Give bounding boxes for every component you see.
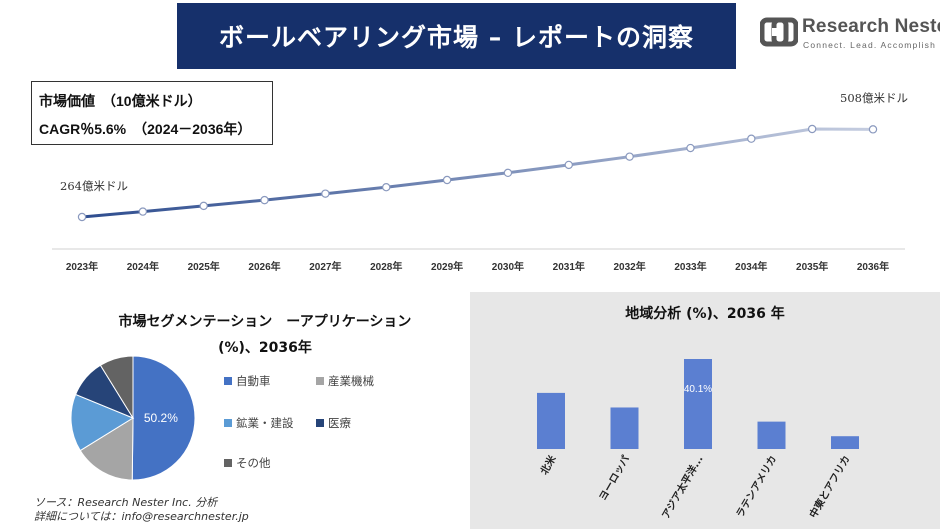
region-bar xyxy=(757,421,786,449)
legend-swatch xyxy=(224,377,232,385)
legend-label: 産業機械 xyxy=(328,374,374,388)
x-tick-label: 2028年 xyxy=(370,260,402,273)
segment-title-line2: (%)、2036年 xyxy=(218,340,312,356)
logo-name: Research Nester xyxy=(802,16,940,37)
line-point xyxy=(77,212,87,222)
report-title-banner: ボールベアリング市場 – レポートの洞察 xyxy=(177,3,736,69)
region-tick-label: ラテンアメリカ xyxy=(734,454,779,520)
line-point xyxy=(382,182,391,192)
x-tick-label: 2032年 xyxy=(613,260,645,273)
line-point xyxy=(138,207,148,216)
legend-label: 鉱業・建設 xyxy=(236,416,294,430)
regional-analysis-panel: 地域分析 (%)、2036 年 北米 ヨーロッパ 40.1% アジア太平洋... ラテン… xyxy=(470,292,940,529)
source-note: ソース：Research Nester Inc. 分析 詳細については：info… xyxy=(34,496,249,524)
segment-title: 市場セグメンテーション ーアプリケーション (%)、2036年 xyxy=(60,309,470,361)
line-point xyxy=(260,195,269,205)
report-title: ボールベアリング市場 – レポートの洞察 xyxy=(219,23,694,52)
legend-label: その他 xyxy=(236,456,271,470)
x-tick-label: 2025年 xyxy=(188,260,220,273)
value-annotation: 508億米ドル xyxy=(840,91,908,105)
x-tick-label: 2031年 xyxy=(553,260,585,273)
line-point xyxy=(747,134,756,143)
legend-swatch xyxy=(224,419,232,427)
region-bar xyxy=(537,392,565,449)
x-tick-label: 2029年 xyxy=(431,260,463,273)
contact-line: 詳細については：info@researchnester.jp xyxy=(34,510,249,523)
market-value-label: 市場価値 （10億米ドル） xyxy=(39,93,202,109)
region-chart-title: 地域分析 (%)、2036 年 xyxy=(625,306,785,322)
region-bar xyxy=(831,436,859,449)
line-point xyxy=(199,201,208,211)
x-tick-label: 2030年 xyxy=(492,260,524,273)
market-value-line-chart: 2023年 2024年 2025年 2026年 2027年 2028年 2029年 2030年… xyxy=(52,91,908,273)
legend-item: 鉱業・建設 xyxy=(224,415,294,431)
x-tick-label: 2026年 xyxy=(248,260,280,273)
application-pie-chart: 50.2% xyxy=(70,355,196,481)
segment-title-line1: 市場セグメンテーション ーアプリケーション xyxy=(118,314,412,330)
pie-slice xyxy=(131,355,196,481)
line-point xyxy=(442,175,452,185)
region-bar xyxy=(684,359,712,449)
pie-slice xyxy=(79,417,134,481)
research-nester-logo: Research Nester Connect. Lead. Accomplis… xyxy=(759,16,940,56)
x-tick-label: 2024年 xyxy=(127,260,159,273)
market-value-line xyxy=(81,127,874,219)
x-tick-label: 2036年 xyxy=(857,260,889,273)
legend-swatch xyxy=(316,377,324,385)
value-annotation: 264億米ドル xyxy=(60,179,128,193)
regional-bar-chart: 北米 ヨーロッパ 40.1% アジア太平洋... ラテンアメリカ 中東とアフリカ xyxy=(537,359,859,521)
line-point xyxy=(686,143,695,153)
pie-slice xyxy=(70,393,135,452)
region-tick-label: 中東とアフリカ xyxy=(806,453,852,520)
cagr-label: CAGR％5.6% （2024－2036年） xyxy=(39,121,252,137)
legend-item: 産業機械 xyxy=(316,373,374,389)
line-point xyxy=(868,125,878,134)
x-tick-label: 2033年 xyxy=(674,260,706,273)
region-tick-label: ヨーロッパ xyxy=(597,454,632,503)
region-tick-label: 北米 xyxy=(537,452,559,477)
logo-mark-icon xyxy=(759,17,799,47)
x-tick-label: 2027年 xyxy=(309,260,341,273)
legend-item: 医療 xyxy=(316,415,351,431)
line-point xyxy=(503,168,513,178)
pie-data-label: 50.2% xyxy=(144,411,178,425)
source-line: ソース：Research Nester Inc. 分析 xyxy=(34,496,218,509)
legend-item: 自動車 xyxy=(224,373,271,389)
line-point xyxy=(807,124,817,134)
legend-label: 医療 xyxy=(328,416,351,430)
legend-swatch xyxy=(316,419,324,427)
legend-swatch xyxy=(224,459,232,467)
x-tick-label: 2034年 xyxy=(735,260,767,273)
x-tick-label: 2035年 xyxy=(796,260,828,273)
x-tick-label: 2023年 xyxy=(66,260,98,273)
region-tick-label: アジア太平洋... xyxy=(659,453,706,521)
legend-label: 自動車 xyxy=(236,374,271,388)
line-point xyxy=(564,160,573,170)
bar-data-label: 40.1% xyxy=(684,384,712,395)
region-bar xyxy=(610,407,639,449)
line-point xyxy=(321,189,330,198)
line-point xyxy=(625,152,634,161)
market-info-box: 市場価値 （10億米ドル） CAGR％5.6% （2024－2036年） xyxy=(31,81,273,145)
logo-tagline: Connect. Lead. Accomplish xyxy=(803,40,937,50)
pie-slice xyxy=(99,355,134,420)
legend-item: その他 xyxy=(224,455,271,471)
